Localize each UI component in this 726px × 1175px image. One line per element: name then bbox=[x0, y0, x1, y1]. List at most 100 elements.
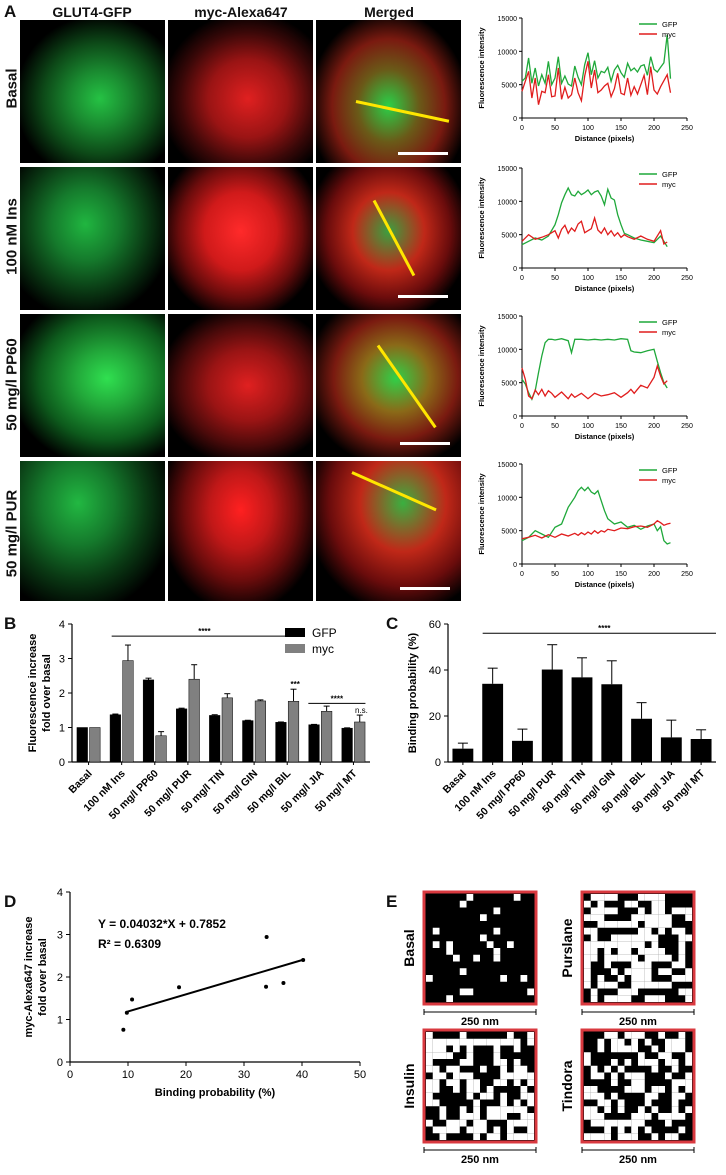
binding-pixel bbox=[658, 894, 665, 901]
x-tick-label: 20 bbox=[180, 1069, 192, 1081]
binding-pixel bbox=[466, 1045, 474, 1053]
binding-pixel bbox=[611, 1045, 618, 1053]
binding-pixel bbox=[624, 988, 632, 996]
binding-pixel bbox=[590, 1106, 598, 1113]
legend-label-gfp: GFP bbox=[312, 626, 337, 640]
binding-pixel bbox=[453, 1079, 460, 1086]
binding-pixel bbox=[426, 1032, 433, 1039]
binding-pixel bbox=[426, 1086, 433, 1093]
binding-pixel bbox=[520, 1092, 528, 1100]
binding-pixel bbox=[611, 1079, 618, 1086]
binding-pixel bbox=[520, 975, 528, 982]
binding-pixel bbox=[665, 1133, 672, 1140]
binding-pixel bbox=[493, 1133, 501, 1140]
binding-pixel bbox=[631, 1086, 638, 1093]
binding-pixel bbox=[453, 1065, 460, 1073]
bar-myc bbox=[287, 701, 300, 763]
binding-pixel bbox=[624, 968, 632, 975]
binding-pixel bbox=[638, 914, 645, 921]
regression-line bbox=[126, 958, 304, 1013]
binding-pixel bbox=[671, 907, 679, 915]
binding-pixel bbox=[638, 894, 645, 901]
bar-gfp bbox=[242, 720, 254, 763]
binding-pixel bbox=[426, 1079, 433, 1086]
y-tick-label: 0 bbox=[57, 1057, 63, 1069]
micrograph-insulin-merged bbox=[316, 167, 461, 310]
line-scan-insulin bbox=[372, 199, 416, 277]
binding-pixel bbox=[617, 995, 625, 1002]
binding-pixel bbox=[624, 1032, 632, 1039]
binding-pixel bbox=[500, 1072, 507, 1080]
y-axis-title-line1: myc-Alexa647 increase bbox=[23, 916, 35, 1037]
binding-pixel bbox=[513, 1106, 521, 1113]
binding-pixel bbox=[617, 1099, 625, 1107]
binding-pixel bbox=[604, 1099, 611, 1107]
y-tick-label: 2 bbox=[59, 688, 65, 700]
bar-gfp bbox=[176, 708, 188, 763]
y-tick-label: 0 bbox=[513, 562, 517, 569]
binding-pixel bbox=[507, 1119, 514, 1127]
binding-pixel bbox=[671, 1086, 679, 1093]
binding-pixel bbox=[617, 934, 625, 942]
binding-pixel bbox=[611, 1119, 618, 1127]
binding-pixel bbox=[584, 927, 591, 935]
binding-pixel bbox=[644, 1126, 652, 1134]
x-tick-label: Basal bbox=[66, 768, 94, 796]
binding-pixel bbox=[473, 1133, 480, 1140]
binding-pixel bbox=[513, 1119, 521, 1127]
binding-pixel bbox=[624, 921, 632, 928]
binding-pixel bbox=[638, 1032, 645, 1039]
binding-pixel bbox=[678, 934, 686, 942]
binding-pixel bbox=[432, 1065, 440, 1073]
binding-pixel bbox=[665, 921, 672, 928]
micrograph-pp60-merged bbox=[316, 314, 461, 457]
binding-pixel bbox=[507, 1106, 514, 1113]
binding-pixel bbox=[453, 1119, 460, 1127]
binding-pixel bbox=[604, 941, 611, 948]
micrograph-pp60-gfp bbox=[20, 314, 165, 457]
binding-pixel bbox=[527, 1032, 534, 1039]
binding-pixel bbox=[507, 1032, 514, 1039]
micrograph-basal-gfp bbox=[20, 20, 165, 163]
binding-pixel bbox=[638, 1086, 645, 1093]
binding-pixel bbox=[631, 961, 638, 969]
binding-pixel bbox=[432, 1079, 440, 1086]
binding-pixel bbox=[480, 914, 487, 921]
binding-pixel bbox=[432, 1126, 440, 1134]
binding-pixel bbox=[439, 1045, 447, 1053]
y-tick-label: 10000 bbox=[498, 495, 518, 502]
binding-pixel bbox=[459, 1106, 467, 1113]
binding-pixel bbox=[432, 1052, 440, 1059]
binding-pixel bbox=[631, 921, 638, 928]
bar-chart-fluorescence: 0 1 2 3 4 Fluorescence increase fold over basa… bbox=[27, 619, 370, 822]
bar bbox=[452, 748, 474, 762]
binding-pixel bbox=[513, 894, 521, 901]
binding-pixel bbox=[644, 954, 652, 962]
binding-pixel bbox=[665, 1059, 672, 1066]
bar-myc bbox=[89, 727, 101, 763]
binding-pixel bbox=[446, 995, 453, 1002]
series-line-gfp bbox=[521, 338, 668, 401]
legend-label-gfp: GFP bbox=[662, 170, 677, 179]
binding-pixel bbox=[493, 1045, 501, 1053]
binding-pixel bbox=[520, 1072, 528, 1080]
binding-pixel bbox=[480, 934, 487, 942]
binding-pixel bbox=[590, 927, 598, 935]
binding-pixel bbox=[527, 1133, 534, 1140]
binding-pixel bbox=[638, 927, 645, 935]
binding-pixel bbox=[500, 1079, 507, 1086]
binding-pixel bbox=[644, 961, 652, 969]
binding-map-pixels-basal bbox=[426, 894, 534, 1002]
binding-pixel bbox=[631, 975, 638, 982]
binding-pixel bbox=[527, 1072, 534, 1080]
binding-pixel bbox=[685, 1052, 692, 1059]
x-tick-label: 250 bbox=[681, 423, 693, 430]
binding-pixel bbox=[446, 948, 453, 955]
binding-pixel bbox=[611, 1092, 618, 1100]
binding-pixel bbox=[466, 1113, 474, 1120]
y-axis-title: Fluorescence intensity bbox=[477, 177, 486, 259]
binding-pixel bbox=[453, 1126, 460, 1134]
binding-map-pixels-purslane bbox=[584, 894, 692, 1002]
